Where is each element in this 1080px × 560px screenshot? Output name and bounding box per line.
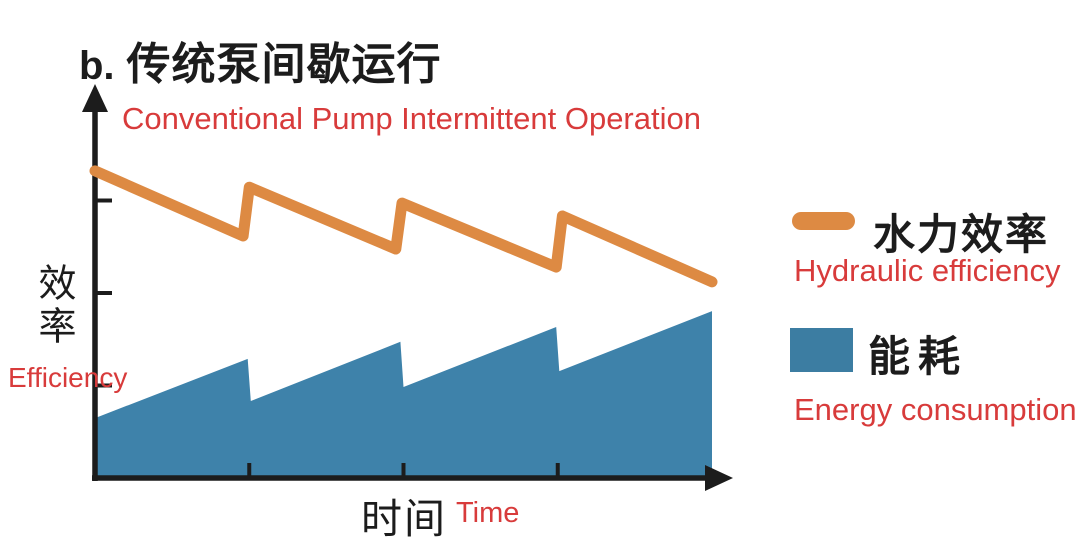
x-axis-label-zh: 时间 <box>361 496 447 542</box>
hydraulic-efficiency-swatch <box>792 212 855 230</box>
y-axis-ticks <box>95 198 112 388</box>
x-axis <box>92 463 733 491</box>
y-axis-label-en: Efficiency <box>8 362 128 393</box>
panel-letter: b. <box>79 44 115 88</box>
y-axis-arrowhead <box>82 84 108 112</box>
legend-hydraulic-label-en: Hydraulic efficiency <box>794 253 1061 288</box>
figure-title-en: Conventional Pump Intermittent Operation <box>122 101 701 136</box>
x-axis-label-en: Time <box>456 497 520 529</box>
legend-energy-label-zh: 能耗 <box>868 333 969 380</box>
legend-energy-label-en: Energy consumption <box>794 392 1077 427</box>
x-axis-ticks <box>247 463 560 478</box>
figure-title-zh: 传统泵间歇运行 <box>126 40 442 89</box>
figure-title: b. 传统泵间歇运行 <box>79 28 442 92</box>
y-axis-label-zh: 效率 <box>32 263 74 349</box>
legend-hydraulic-label-zh: 水力效率 <box>873 211 1050 258</box>
energy-consumption-swatch <box>790 328 853 372</box>
hydraulic-efficiency-line <box>89 165 718 288</box>
energy-consumption-area <box>95 311 712 477</box>
x-axis-arrowhead <box>705 465 733 491</box>
